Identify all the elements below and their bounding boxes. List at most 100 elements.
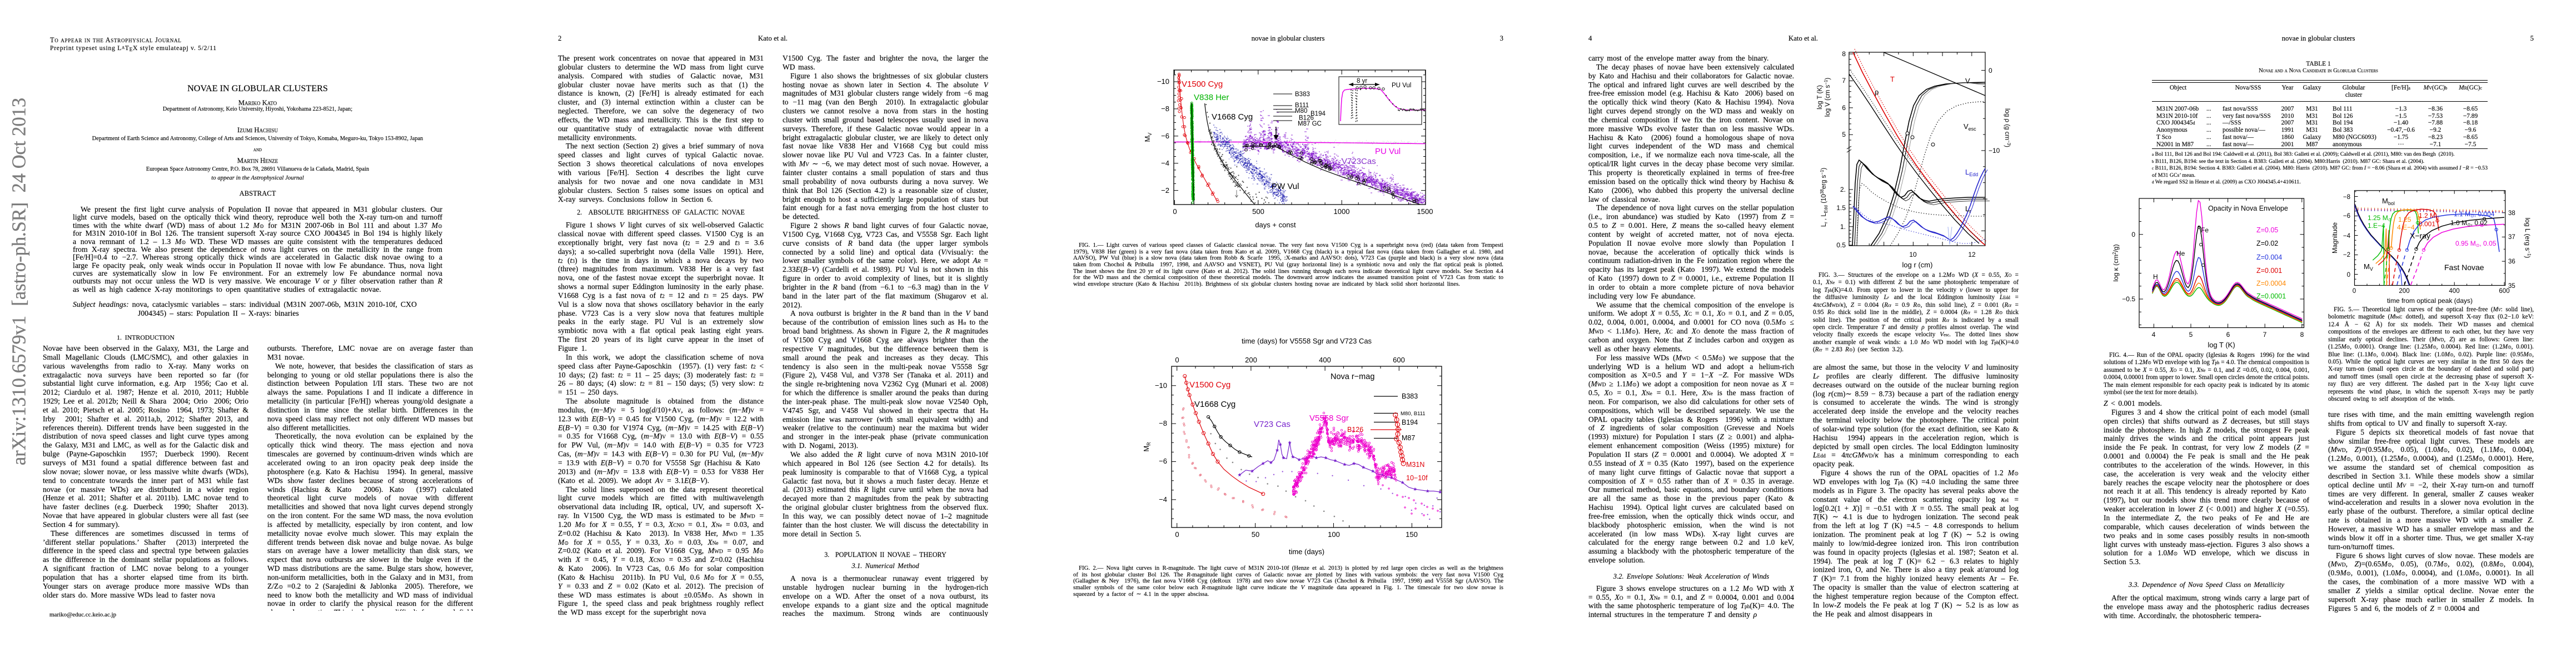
svg-text:−10: −10: [1155, 381, 1167, 390]
svg-text:ρ: ρ: [1875, 88, 1879, 96]
svg-text:6: 6: [1842, 104, 1846, 112]
svg-text:He: He: [2176, 250, 2185, 257]
svg-text:5: 5: [2189, 331, 2193, 339]
svg-text:2.: 2.: [1840, 186, 1846, 193]
svg-text:log T (K): log T (K): [2208, 341, 2235, 349]
svg-text:7: 7: [2263, 331, 2267, 339]
svg-text:Lr , LEdd (1038erg s−1): Lr , LEdd (1038erg s−1): [1820, 168, 1828, 227]
svg-text:0: 0: [1989, 67, 1992, 74]
svg-text:Fast Novae: Fast Novae: [2444, 263, 2484, 272]
svg-text:B383: B383: [1295, 91, 1310, 98]
svg-text:MR: MR: [1142, 442, 1152, 452]
svg-text:1.25: 1.25: [2398, 216, 2411, 223]
svg-text:LEdd: LEdd: [1965, 168, 1978, 177]
svg-text:400: 400: [2449, 288, 2459, 295]
svg-text:Vesc: Vesc: [1964, 122, 1976, 132]
svg-text:37: 37: [2508, 234, 2515, 241]
svg-text:V1668 Cyg: V1668 Cyg: [1194, 400, 1235, 409]
svg-text:8: 8: [2300, 331, 2304, 339]
svg-text:V1500 Cyg: V1500 Cyg: [1189, 380, 1230, 390]
svg-text:200: 200: [2399, 288, 2409, 295]
svg-text:MV: MV: [2364, 262, 2373, 272]
svg-text:1500: 1500: [1417, 207, 1433, 216]
svg-text:−10: −10: [1157, 77, 1169, 86]
svg-text:−2: −2: [1161, 186, 1169, 195]
svg-text:Lr: Lr: [1965, 205, 1971, 214]
svg-text:B126: B126: [1347, 426, 1363, 434]
svg-text:Z=0.004: Z=0.004: [2256, 253, 2282, 261]
svg-text:H: H: [2153, 273, 2158, 281]
svg-text:38: 38: [2508, 210, 2515, 217]
svg-text:M87 GC: M87 GC: [1298, 121, 1322, 127]
svg-text:−0.5: −0.5: [2122, 295, 2135, 303]
svg-text:0.001: 0.001: [2419, 220, 2435, 228]
svg-text:1.0 M⊙, 0.02: 1.0 M⊙, 0.02: [2450, 219, 2488, 227]
svg-text:V1668 Cyg: V1668 Cyg: [1212, 112, 1253, 122]
svg-text:Z=0.001: Z=0.001: [2256, 267, 2282, 275]
svg-text:−4: −4: [1161, 159, 1169, 167]
svg-text:Z=0.0004: Z=0.0004: [2256, 280, 2286, 287]
svg-text:−4: −4: [2343, 233, 2351, 240]
svg-text:0: 0: [2353, 288, 2356, 295]
svg-text:time (days) for V5558 Sgr and: time (days) for V5558 Sgr and V723 Cas: [1242, 337, 1372, 345]
svg-text:−6: −6: [1159, 457, 1167, 465]
svg-text:−6: −6: [1161, 132, 1169, 140]
svg-text:500: 500: [1252, 207, 1264, 216]
svg-text:V838 Her: V838 Her: [1194, 93, 1229, 102]
svg-text:log r (cm): log r (cm): [1902, 261, 1933, 269]
svg-text:400: 400: [1319, 356, 1331, 364]
svg-text:8: 8: [1842, 50, 1846, 58]
svg-text:PU Vul: PU Vul: [1375, 147, 1401, 156]
svg-text:B383: B383: [1402, 392, 1418, 400]
svg-text:log T (K): log T (K): [1817, 85, 1823, 109]
svg-text:0: 0: [2131, 231, 2135, 238]
svg-text:−8: −8: [1161, 104, 1169, 113]
svg-text:log V (cm s−1): log V (cm s−1): [1823, 78, 1831, 117]
svg-text:M31N: M31N: [1406, 461, 1424, 469]
svg-text:−6: −6: [2343, 213, 2350, 220]
svg-text:Nova r−mag: Nova r−mag: [1331, 372, 1374, 381]
svg-text:M80, B111: M80, B111: [1401, 411, 1426, 417]
svg-text:8 yr: 8 yr: [1357, 78, 1367, 84]
svg-text:10−10f: 10−10f: [1406, 474, 1428, 482]
svg-text:1.: 1.: [1840, 223, 1846, 231]
svg-text:log κ (cm2/g): log κ (cm2/g): [2112, 244, 2120, 281]
svg-text:Magnitude: Magnitude: [2331, 222, 2339, 253]
svg-text:12: 12: [1968, 251, 1976, 258]
svg-text:V723 Cas: V723 Cas: [1254, 420, 1291, 429]
svg-text:50: 50: [1252, 530, 1259, 539]
svg-text:1.2 M⊙: 1.2 M⊙: [2419, 212, 2439, 220]
svg-text:B194: B194: [1402, 419, 1418, 426]
svg-text:Fe: Fe: [2201, 226, 2209, 234]
svg-text:MV: MV: [1143, 133, 1153, 142]
svg-text:1000: 1000: [1334, 207, 1350, 216]
svg-text:time (days): time (days): [1289, 547, 1324, 556]
svg-text:PW Vul: PW Vul: [1272, 182, 1299, 191]
svg-text:log ρ (g cm−3): log ρ (g cm−3): [2004, 108, 2011, 147]
svg-text:V1500 Cyg: V1500 Cyg: [1182, 79, 1223, 89]
svg-text:days + const: days + const: [1255, 221, 1296, 229]
svg-text:35: 35: [2508, 283, 2515, 290]
svg-text:4.E−4: 4.E−4: [2397, 223, 2415, 231]
svg-text:0.5: 0.5: [1836, 241, 1846, 249]
svg-text:5: 5: [1842, 131, 1846, 138]
svg-text:Z=0.02: Z=0.02: [2256, 240, 2278, 247]
svg-text:X−ray: X−ray: [2410, 231, 2430, 240]
svg-text:Z=0.0001: Z=0.0001: [2256, 292, 2286, 300]
svg-text:600: 600: [2499, 288, 2509, 295]
svg-text:Mbol: Mbol: [2382, 197, 2395, 206]
svg-text:1.25 M⊙: 1.25 M⊙: [2368, 214, 2391, 222]
svg-text:0: 0: [1175, 356, 1179, 364]
svg-text:B194: B194: [1311, 111, 1326, 117]
svg-text:−8: −8: [2343, 194, 2350, 201]
svg-text:M80: M80: [1295, 108, 1307, 115]
svg-text:V5558 Sgr: V5558 Sgr: [1309, 414, 1349, 423]
svg-text:time from optical peak (days): time from optical peak (days): [2387, 297, 2473, 305]
svg-text:Opacity in Nova Envelope: Opacity in Nova Envelope: [2208, 205, 2288, 212]
svg-text:600: 600: [1393, 356, 1405, 364]
svg-text:0.95 M⊙, 0.05: 0.95 M⊙, 0.05: [2455, 240, 2497, 248]
svg-text:1.E−4: 1.E−4: [2368, 222, 2385, 230]
svg-text:150: 150: [1406, 530, 1418, 539]
svg-text:0: 0: [1175, 530, 1179, 539]
svg-text:−4: −4: [1159, 495, 1167, 504]
